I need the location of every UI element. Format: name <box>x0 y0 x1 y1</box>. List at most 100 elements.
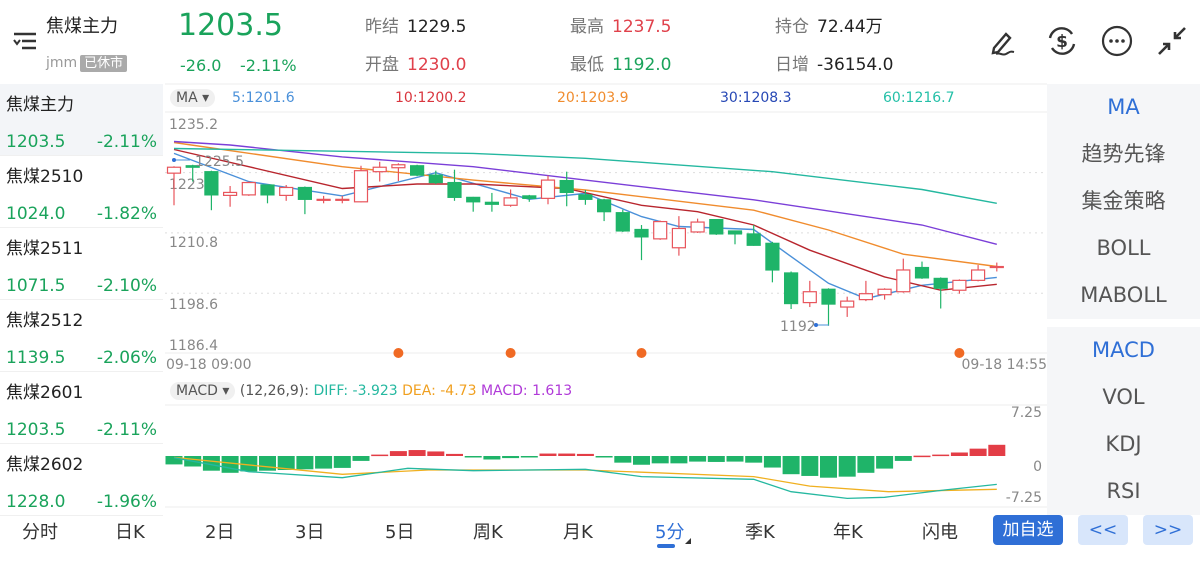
low-annotation: 1192 <box>780 319 816 335</box>
period-tab[interactable]: 2日 <box>205 522 235 543</box>
candle-body <box>166 166 182 174</box>
contract-list-item[interactable]: 焦煤2602 1228.0 -1.96% <box>0 444 163 516</box>
candle-body <box>223 191 238 196</box>
contract-list-item[interactable]: 焦煤2512 1139.5 -2.06% <box>0 300 163 372</box>
stat-label: 最高 <box>570 17 604 37</box>
diff-line <box>173 457 997 500</box>
y-tick-label: 1223 <box>169 177 205 193</box>
macd-bar <box>913 455 931 458</box>
scroll-right-button[interactable]: >> <box>1143 515 1193 545</box>
macd-bar <box>240 456 258 472</box>
collapse-icon[interactable] <box>1155 24 1189 58</box>
period-tab[interactable]: 3日 <box>295 522 325 543</box>
contract-item-price: 1203.5 <box>6 132 66 152</box>
candle-body <box>615 212 630 232</box>
stat-value: 1229.5 <box>407 17 467 37</box>
period-tab[interactable]: 月K <box>563 522 593 543</box>
y-tick-label: 1186.4 <box>169 338 218 354</box>
draw-pen-icon[interactable] <box>986 24 1020 58</box>
market-status-badge: 已休市 <box>80 55 128 72</box>
y-tick-label: 1210.8 <box>169 235 218 251</box>
macd-selector[interactable]: MACD ▾ <box>170 382 236 400</box>
period-tab[interactable]: 周K <box>473 522 503 543</box>
add-watchlist-button[interactable]: 加自选 <box>993 515 1063 545</box>
contract-list-item[interactable]: 焦煤主力 1203.5 -2.11% <box>0 84 163 156</box>
candle-body <box>578 194 593 200</box>
contract-item-pct: -1.82% <box>96 204 157 224</box>
candle-body <box>933 277 948 289</box>
price-change: -26.0 <box>180 56 222 75</box>
scroll-left-button[interactable]: << <box>1078 515 1128 545</box>
y-tick-label: 1235.2 <box>169 117 218 133</box>
macd-bar <box>296 456 314 470</box>
contract-item-price: 1228.0 <box>6 492 66 512</box>
candle-body <box>428 174 443 184</box>
price-change-pct: -2.11% <box>240 56 297 75</box>
macd-bar <box>427 451 445 456</box>
ma60-line <box>173 147 997 204</box>
candle-body <box>466 196 481 203</box>
macd-y-tick: 7.25 <box>1011 405 1042 421</box>
candle-body <box>279 186 294 196</box>
contract-list-item[interactable]: 焦煤2511 1071.5 -2.10% <box>0 228 163 300</box>
candle-body <box>746 233 761 246</box>
kline-chart[interactable]: 1235.2 1223 1210.8 1198.6 1186.4 09-18 09:00 0… <box>0 0 1047 512</box>
menu-toggle-icon[interactable] <box>12 30 38 52</box>
ma-selector[interactable]: MA ▾ <box>170 89 216 107</box>
candle-body <box>840 300 855 308</box>
candle-body <box>709 218 724 235</box>
code-text: jmm <box>46 55 78 71</box>
macd-bar <box>745 456 763 463</box>
candle-body <box>185 165 200 168</box>
candle-body <box>690 221 705 233</box>
macd-bar <box>876 456 894 469</box>
contract-list-item[interactable]: 焦煤2601 1203.5 -2.11% <box>0 372 163 444</box>
macd-bar <box>502 456 520 459</box>
candle-body <box>353 170 369 203</box>
contract-item-price: 1203.5 <box>6 420 66 440</box>
sub-indicator-option[interactable]: RSI <box>1047 468 1200 515</box>
macd-bar <box>726 456 744 462</box>
macd-bar <box>782 456 800 475</box>
macd-bar <box>651 456 669 464</box>
event-marker <box>393 348 404 358</box>
period-tab[interactable]: 年K <box>833 522 863 543</box>
sub-indicator-option[interactable]: VOL <box>1047 374 1200 421</box>
period-tab[interactable]: 5分 <box>655 522 685 543</box>
candle-body <box>503 197 518 206</box>
indicator-option[interactable]: BOLL <box>1047 225 1200 272</box>
more-icon[interactable] <box>1100 24 1134 58</box>
sub-indicator-option[interactable]: KDJ <box>1047 421 1200 468</box>
macd-bar <box>950 452 968 456</box>
candle-body <box>391 164 406 169</box>
indicator-option[interactable]: MA <box>1047 84 1200 131</box>
candle-body <box>653 220 668 240</box>
period-tab[interactable]: 季K <box>745 522 775 543</box>
period-tab[interactable]: 闪电 <box>922 522 958 543</box>
macd-y-tick: 0 <box>1033 459 1042 475</box>
indicator-option[interactable]: MABOLL <box>1047 272 1200 319</box>
indicator-option[interactable]: 趋势先锋 <box>1047 131 1200 178</box>
macd-bar <box>277 456 295 470</box>
macd-bar <box>801 456 819 476</box>
stat-label: 开盘 <box>365 55 399 75</box>
macd-bar <box>838 456 856 477</box>
contract-item-name: 焦煤2602 <box>6 455 84 475</box>
period-tab[interactable]: 分时 <box>22 522 58 543</box>
period-tab[interactable]: 日K <box>115 522 145 543</box>
macd-bar <box>558 453 576 456</box>
period-tab[interactable]: 5日 <box>385 522 415 543</box>
indicator-option[interactable]: 集金策略 <box>1047 178 1200 225</box>
x-tick-label: 09-18 09:00 <box>166 357 251 373</box>
contract-list-item[interactable]: 焦煤2510 1024.0 -1.82% <box>0 156 163 228</box>
macd-bar <box>165 456 183 465</box>
active-tab-indicator <box>657 544 675 548</box>
currency-switch-icon[interactable]: $ <box>1045 24 1079 58</box>
contract-item-pct: -1.96% <box>96 492 157 512</box>
macd-bar <box>614 456 632 463</box>
candle-body <box>671 227 687 249</box>
sub-indicator-option[interactable]: MACD <box>1047 327 1200 374</box>
stat-value: -36154.0 <box>817 55 894 75</box>
macd-bar <box>446 453 463 456</box>
candle-body <box>858 293 874 301</box>
